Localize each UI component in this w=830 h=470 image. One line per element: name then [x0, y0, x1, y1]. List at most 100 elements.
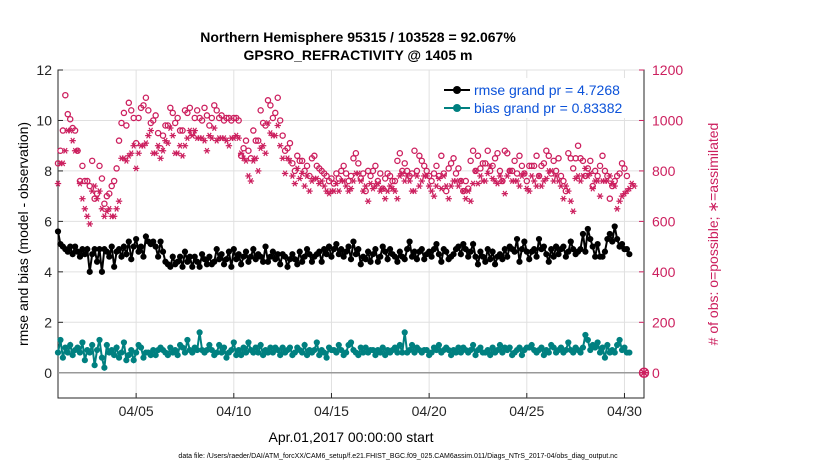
- rmse-point: [455, 243, 462, 250]
- bias-point: [435, 341, 442, 349]
- assimilated-obs-marker: [189, 132, 196, 139]
- bias-point: [86, 349, 93, 356]
- assimilated-obs-marker: [394, 195, 401, 202]
- asterisk-stroke: [133, 165, 139, 172]
- rmse-point: [377, 253, 384, 260]
- assimilated-obs-marker: [523, 185, 530, 192]
- asterisk-stroke: [373, 183, 378, 190]
- asterisk-stroke: [363, 183, 368, 190]
- asterisk-stroke: [307, 188, 312, 195]
- asterisk-stroke: [80, 195, 85, 202]
- y-right-tick-label: 200: [652, 314, 676, 330]
- rmse-point: [169, 253, 176, 260]
- bias-point: [255, 349, 262, 356]
- assimilated-obs-marker: [491, 177, 499, 185]
- bias-point: [587, 346, 594, 354]
- asterisk-stroke: [238, 150, 244, 157]
- possible-obs-marker: [594, 172, 601, 180]
- bias-point: [545, 349, 552, 356]
- bias-point: [550, 344, 557, 351]
- possible-obs-marker: [274, 94, 281, 102]
- bias-point: [584, 336, 591, 344]
- assimilated-obs-marker: [433, 183, 440, 190]
- bias-point: [333, 349, 340, 356]
- rmse-point: [252, 256, 259, 263]
- possible-obs-marker: [381, 175, 389, 182]
- assimilated-obs-marker: [110, 213, 118, 220]
- rmse-point: [260, 258, 267, 265]
- rmse-point: [218, 251, 225, 258]
- assimilated-obs-marker: [381, 195, 389, 202]
- assimilated-obs-marker: [152, 150, 159, 157]
- assimilated-obs-marker: [84, 213, 91, 220]
- bias-point: [172, 346, 179, 354]
- bias-point: [184, 336, 191, 344]
- asterisk-stroke: [563, 183, 569, 190]
- assimilated-obs-marker: [540, 177, 548, 185]
- possible-obs-marker: [467, 157, 474, 165]
- asterisk-stroke: [258, 145, 263, 152]
- possible-obs-marker: [64, 110, 72, 118]
- asterisk-stroke: [402, 177, 407, 185]
- possible-obs-marker: [450, 155, 457, 162]
- assimilated-obs-marker: [250, 157, 257, 164]
- y-axis-right-label: # of obs: o=possible; ∗=assimilated: [705, 123, 721, 346]
- bias-point: [565, 339, 572, 346]
- possible-obs-marker: [623, 172, 631, 180]
- assimilated-obs-marker: [74, 147, 81, 154]
- possible-obs-marker: [518, 162, 526, 170]
- asterisk-stroke: [612, 183, 617, 190]
- bias-point: [257, 341, 264, 349]
- rmse-point: [142, 233, 149, 240]
- possible-obs-marker: [174, 114, 181, 122]
- bias-point: [108, 346, 115, 354]
- rmse-point: [550, 253, 557, 260]
- possible-obs-marker: [408, 170, 416, 177]
- rmse-point: [501, 246, 508, 253]
- rmse-point: [345, 243, 352, 250]
- rmse-point: [196, 263, 203, 270]
- assimilated-obs-marker: [154, 142, 162, 149]
- assimilated-obs-marker: [233, 132, 240, 139]
- assimilated-obs-marker: [501, 190, 509, 197]
- possible-obs-marker: [311, 152, 318, 160]
- asterisk-stroke: [75, 147, 80, 154]
- rmse-point: [108, 243, 115, 250]
- asterisk-stroke: [524, 185, 530, 192]
- x-axis-ticks: 04/05 04/10 04/15 04/20 04/25 04/30: [119, 393, 642, 419]
- assimilated-obs-marker: [135, 150, 142, 157]
- assimilated-obs-marker: [362, 183, 369, 190]
- assimilated-obs-marker: [596, 193, 604, 200]
- rmse-point: [133, 235, 140, 243]
- possible-obs-marker: [430, 170, 438, 177]
- rmse-point: [523, 248, 530, 255]
- x-tick-label: 04/15: [314, 403, 349, 419]
- possible-obs-marker: [115, 137, 123, 144]
- x-tick-label: 04/30: [607, 403, 642, 419]
- rmse-point: [318, 258, 325, 265]
- bias-point: [423, 346, 430, 354]
- rmse-point: [489, 248, 496, 255]
- bias-point: [98, 354, 106, 361]
- asterisk-stroke: [485, 170, 490, 177]
- assimilated-obs-marker: [169, 132, 176, 139]
- asterisk-stroke: [153, 150, 158, 157]
- rmse-point: [350, 238, 357, 245]
- asterisk-stroke: [221, 135, 227, 142]
- rmse-point: [274, 251, 281, 258]
- asterisk-stroke: [436, 175, 442, 182]
- bias-point: [499, 349, 506, 356]
- asterisk-stroke: [268, 130, 273, 137]
- bias-point: [382, 352, 389, 359]
- assimilated-obs-marker: [308, 177, 316, 185]
- bias-point: [137, 344, 145, 351]
- rmse-point: [592, 253, 599, 260]
- assimilated-obs-marker: [379, 185, 386, 192]
- asterisk-stroke: [82, 205, 88, 212]
- rmse-point: [499, 256, 506, 263]
- bias-point: [457, 349, 464, 356]
- asterisk-stroke: [541, 177, 547, 185]
- bias-point: [347, 339, 355, 346]
- possible-obs-marker: [145, 107, 152, 114]
- asterisk-stroke: [209, 135, 215, 142]
